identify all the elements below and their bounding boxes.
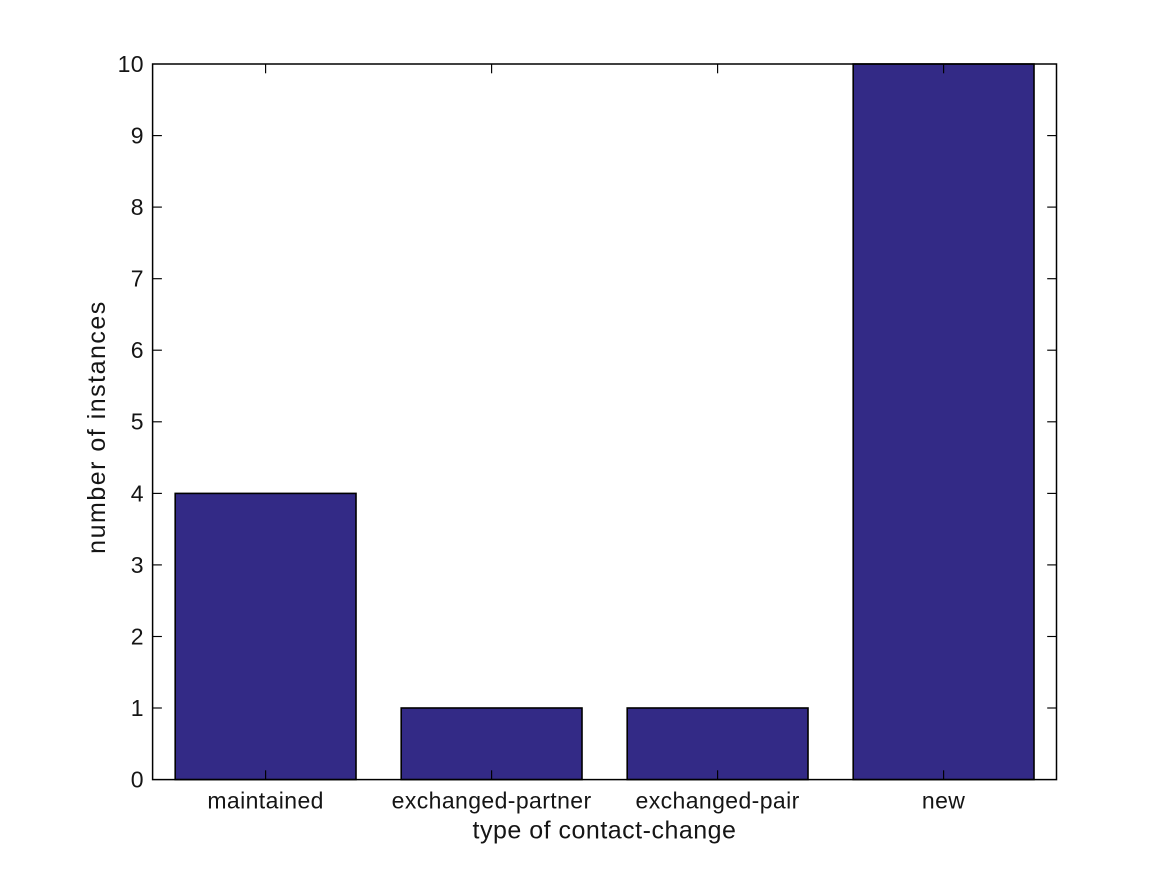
svg-text:maintained: maintained xyxy=(207,787,324,813)
svg-text:4: 4 xyxy=(131,480,144,506)
svg-text:new: new xyxy=(922,787,965,813)
svg-text:0: 0 xyxy=(131,767,144,793)
svg-text:10: 10 xyxy=(118,51,144,77)
svg-text:7: 7 xyxy=(131,266,144,292)
svg-text:exchanged-pair: exchanged-pair xyxy=(636,787,800,813)
svg-text:3: 3 xyxy=(131,552,144,578)
svg-text:9: 9 xyxy=(131,123,144,149)
svg-text:1: 1 xyxy=(131,695,144,721)
svg-text:8: 8 xyxy=(131,194,144,220)
svg-text:number of instances: number of instances xyxy=(83,300,111,554)
svg-text:type of contact-change: type of contact-change xyxy=(473,816,737,844)
svg-text:6: 6 xyxy=(131,337,144,363)
svg-text:2: 2 xyxy=(131,623,144,649)
svg-text:5: 5 xyxy=(131,409,144,435)
svg-text:exchanged-partner: exchanged-partner xyxy=(392,787,592,813)
